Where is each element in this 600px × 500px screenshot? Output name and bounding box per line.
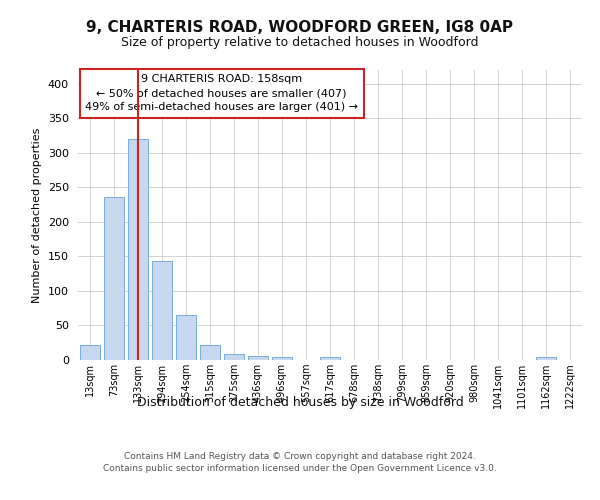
Bar: [224, 354, 244, 360]
Bar: [152, 262, 172, 360]
Text: Contains HM Land Registry data © Crown copyright and database right 2024.
Contai: Contains HM Land Registry data © Crown c…: [103, 452, 497, 473]
Bar: [320, 357, 340, 360]
Bar: [104, 197, 124, 360]
Text: Size of property relative to detached houses in Woodford: Size of property relative to detached ho…: [121, 36, 479, 49]
Text: Distribution of detached houses by size in Woodford: Distribution of detached houses by size …: [137, 396, 463, 409]
Bar: [272, 356, 292, 360]
Text: 9, CHARTERIS ROAD, WOODFORD GREEN, IG8 0AP: 9, CHARTERIS ROAD, WOODFORD GREEN, IG8 0…: [86, 20, 514, 35]
Bar: [536, 357, 556, 360]
Bar: [248, 356, 268, 360]
Bar: [80, 345, 100, 360]
Bar: [200, 345, 220, 360]
Bar: [128, 139, 148, 360]
Y-axis label: Number of detached properties: Number of detached properties: [32, 128, 42, 302]
Text: 9 CHARTERIS ROAD: 158sqm
← 50% of detached houses are smaller (407)
49% of semi-: 9 CHARTERIS ROAD: 158sqm ← 50% of detach…: [85, 74, 358, 112]
Bar: [176, 315, 196, 360]
